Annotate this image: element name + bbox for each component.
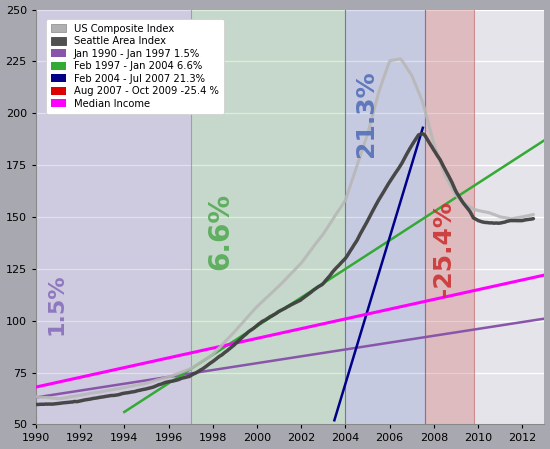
Legend: US Composite Index, Seattle Area Index, Jan 1990 - Jan 1997 1.5%, Feb 1997 - Jan: US Composite Index, Seattle Area Index, … xyxy=(46,19,224,114)
Text: -25.4%: -25.4% xyxy=(432,200,455,296)
Bar xyxy=(425,9,474,424)
Bar xyxy=(36,9,191,424)
Text: 6.6%: 6.6% xyxy=(206,193,234,270)
Bar xyxy=(345,9,425,424)
Text: 21.3%: 21.3% xyxy=(354,70,378,157)
Text: 1.5%: 1.5% xyxy=(47,273,67,335)
Bar xyxy=(191,9,345,424)
